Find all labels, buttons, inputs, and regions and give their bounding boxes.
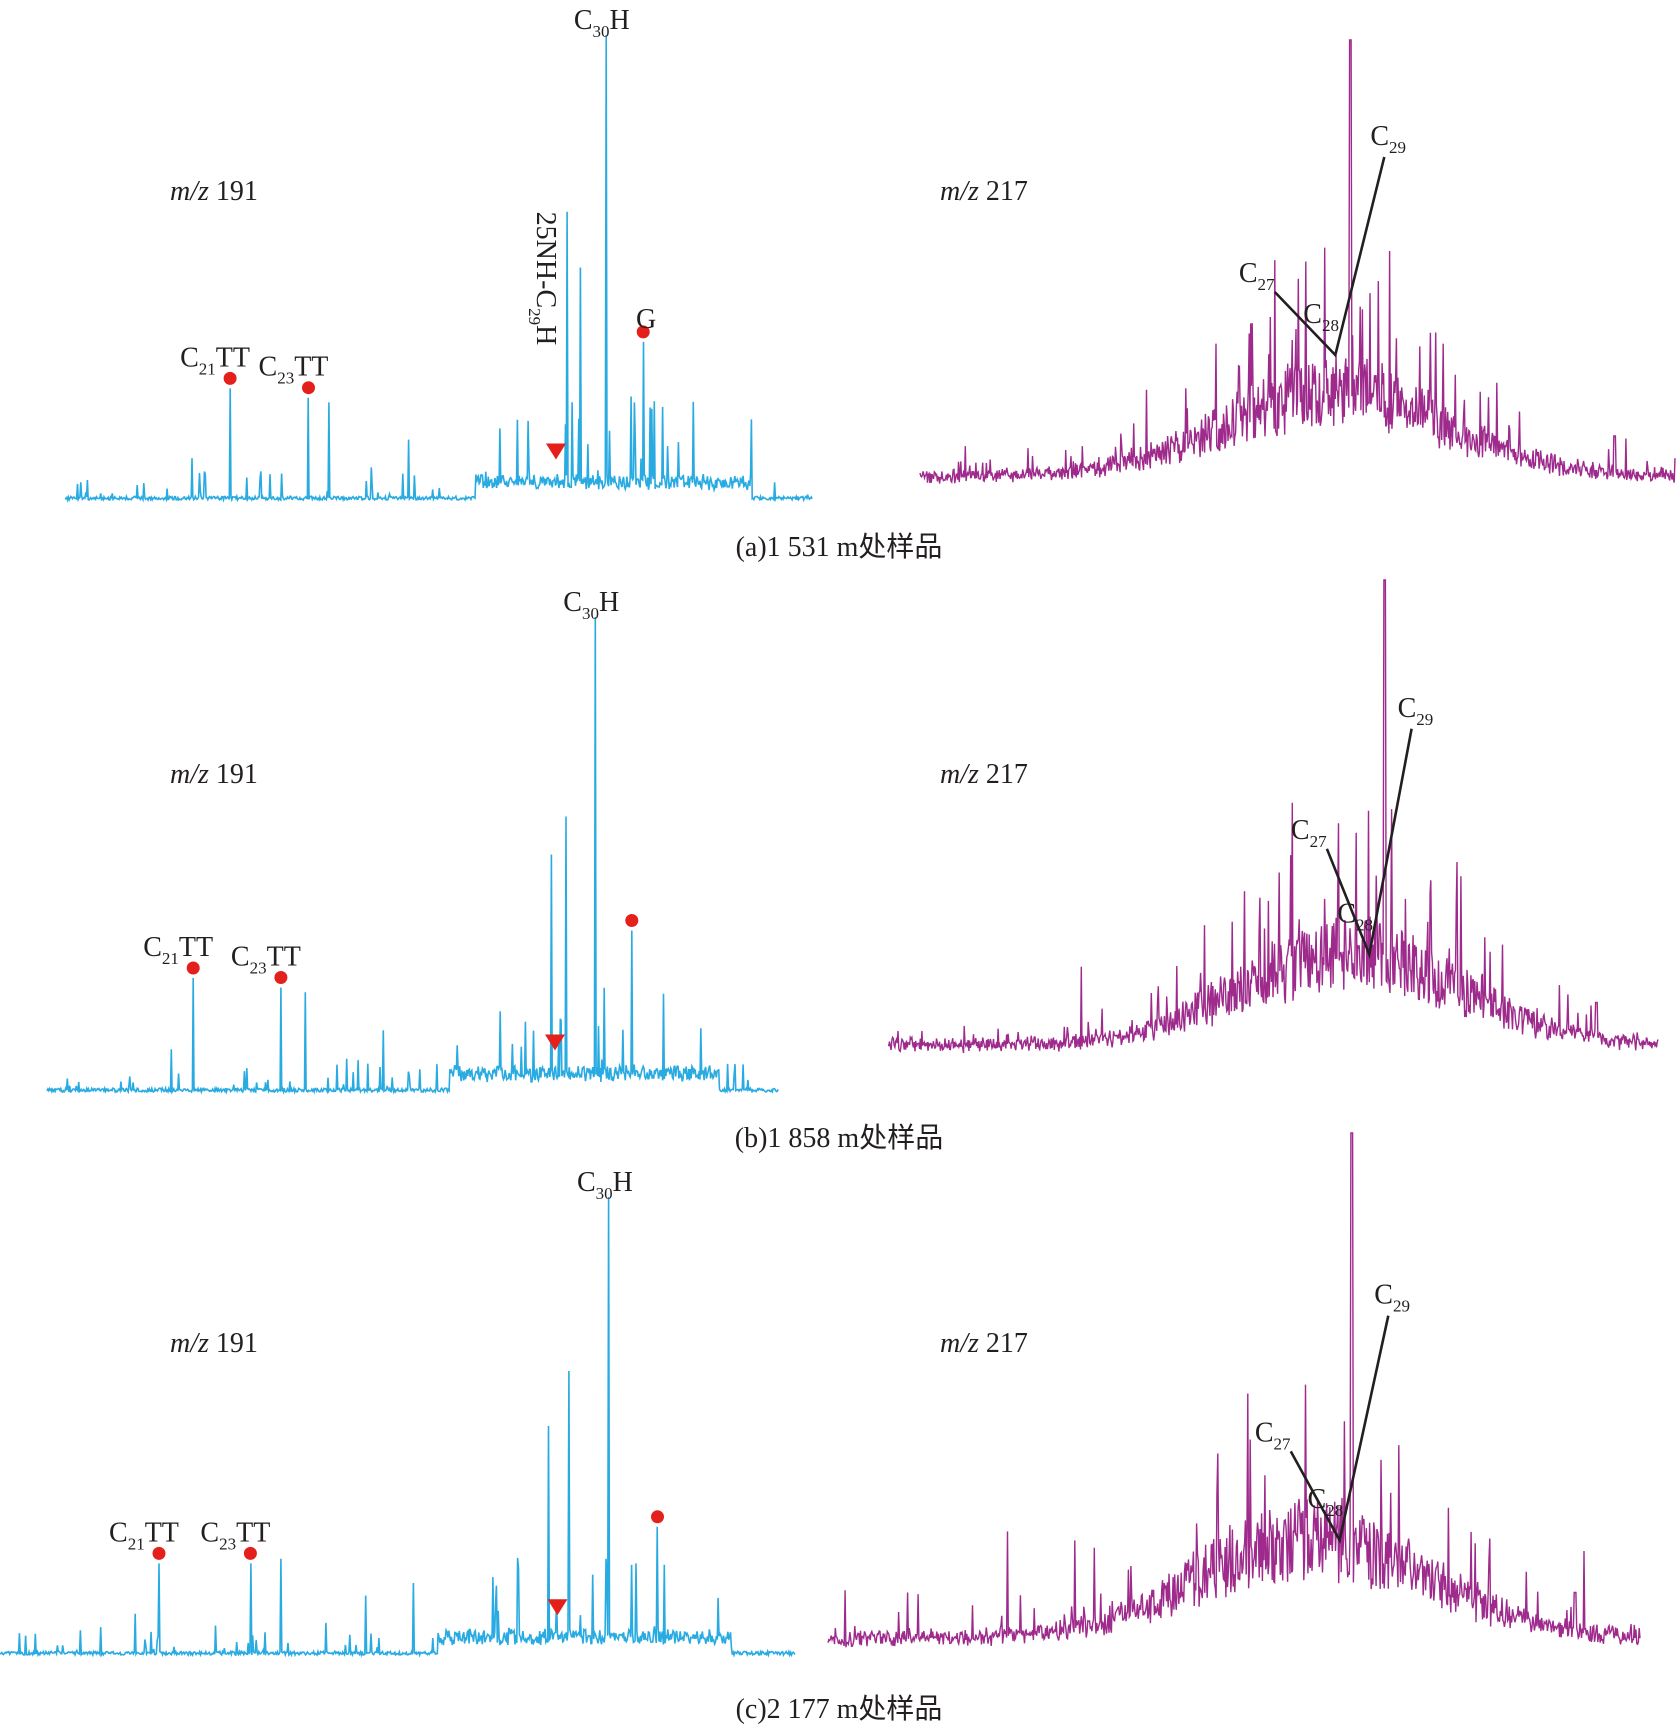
panel-c-caption: (c)2 177 m处样品 bbox=[736, 1693, 943, 1725]
m217-chromatogram-line bbox=[919, 39, 1676, 484]
sterane-label-C28: C28 bbox=[1308, 1484, 1344, 1520]
m217-chromatogram-line bbox=[887, 579, 1659, 1054]
panel-c: C21TT C23TT C30H C27 C28 C29 m/z 191 m/z 217… bbox=[0, 1132, 1641, 1725]
peak-label-G: G bbox=[636, 304, 656, 335]
sterane-distribution-line bbox=[1325, 728, 1413, 960]
peak-label-C30H: C30H bbox=[577, 1167, 633, 1203]
peak-marker-dot-C23TT bbox=[302, 381, 315, 395]
m191-chromatogram-line bbox=[46, 616, 779, 1095]
peak-marker-dot-G bbox=[636, 325, 650, 339]
peak-label-C30H: C30H bbox=[574, 5, 630, 41]
panel-a-m191-trace: C21TT C23TT 25NH-C29H C30H G bbox=[64, 5, 813, 503]
sterane-label-C29: C29 bbox=[1398, 693, 1434, 729]
sterane-label-C28: C28 bbox=[1337, 898, 1373, 934]
panel-c-m191-trace: C21TT C23TT C30H bbox=[0, 1167, 796, 1658]
peak-label-C23TT: C23TT bbox=[231, 942, 301, 978]
peak-marker-dot-C23TT bbox=[274, 971, 288, 984]
sterane-label-C29: C29 bbox=[1370, 121, 1406, 157]
peak-marker-dot-C23TT bbox=[243, 1546, 257, 1560]
peak-marker-dot-C21TT bbox=[186, 961, 200, 975]
panel-b-caption: (b)1 858 m处样品 bbox=[735, 1122, 943, 1154]
m191-chromatogram-line bbox=[0, 1196, 796, 1658]
peak-marker-dot-C21TT bbox=[223, 371, 237, 385]
peak-label-C23TT: C23TT bbox=[259, 352, 329, 388]
sterane-label-C27: C27 bbox=[1255, 1417, 1291, 1453]
sterane-label-C27: C27 bbox=[1291, 815, 1327, 851]
sterane-label-C27: C27 bbox=[1239, 258, 1275, 294]
panel-b: C21TT C23TT C30H C27 C28 C29 m/z 191 m/z 217… bbox=[46, 579, 1659, 1154]
m191-chromatogram-line bbox=[64, 34, 813, 503]
peak-marker-triangle-25NH-C29H bbox=[545, 443, 566, 460]
panel-b-m217-trace: C27 C28 C29 bbox=[887, 579, 1659, 1054]
peak-label-C21TT: C21TT bbox=[180, 342, 250, 378]
panel-c-m217-trace: C27 C28 C29 bbox=[827, 1132, 1641, 1648]
peak-label-C30H: C30H bbox=[563, 587, 619, 623]
peak-label-25NH-C29H: 25NH-C29H bbox=[525, 212, 561, 346]
peak-label-C23TT: C23TT bbox=[200, 1517, 270, 1553]
peak-marker-dot-G bbox=[651, 1510, 664, 1524]
peak-label-C21TT: C21TT bbox=[143, 932, 213, 968]
panel-b-m217-label: m/z 217 bbox=[940, 759, 1028, 790]
panel-a-m217-trace: C27 C28 C29 bbox=[919, 39, 1676, 484]
panel-b-m191-label: m/z 191 bbox=[170, 759, 258, 790]
peak-label-C21TT: C21TT bbox=[109, 1517, 179, 1553]
sterane-label-C28: C28 bbox=[1303, 299, 1339, 335]
panel-a: C21TT C23TT 25NH-C29H C30H G C27 C28 C29 m/z 1… bbox=[64, 5, 1676, 563]
panel-a-caption: (a)1 531 m处样品 bbox=[736, 531, 943, 563]
panel-a-m191-label: m/z 191 bbox=[170, 176, 258, 207]
peak-marker-dot-G bbox=[625, 914, 639, 927]
peak-marker-triangle-25NH-C29H bbox=[545, 1034, 566, 1051]
panel-a-m217-label: m/z 217 bbox=[940, 176, 1028, 207]
m217-chromatogram-line bbox=[827, 1132, 1641, 1648]
sterane-distribution-line bbox=[1289, 1315, 1390, 1544]
sterane-distribution-line bbox=[1273, 156, 1386, 358]
peak-marker-triangle-25NH-C29H bbox=[547, 1599, 568, 1616]
panel-c-m191-label: m/z 191 bbox=[170, 1328, 258, 1359]
panel-b-m191-trace: C21TT C23TT C30H bbox=[46, 587, 779, 1095]
sterane-label-C29: C29 bbox=[1374, 1280, 1410, 1316]
panel-c-m217-label: m/z 217 bbox=[940, 1328, 1028, 1359]
peak-marker-dot-C21TT bbox=[152, 1546, 166, 1560]
